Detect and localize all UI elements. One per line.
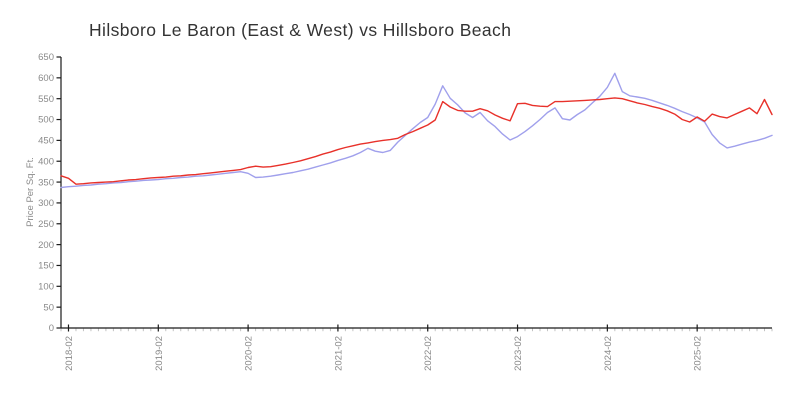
x-tick-label: 2020-02	[244, 336, 255, 371]
series-line-hilsboro-le-baron-east-west	[60, 97, 773, 185]
axis-labels: Price Per Sq. Ft.	[25, 157, 36, 227]
y-tick-label: 200	[38, 240, 54, 251]
x-axis-ticks: 2018-02 2019-02 2020-02 2021-02 2022-02 2023-…	[64, 324, 704, 371]
x-tick-label: 2024-02	[603, 336, 614, 371]
y-tick-label: 50	[43, 302, 54, 313]
y-tick-label: 100	[38, 282, 54, 293]
x-tick-label: 2025-02	[693, 336, 704, 371]
series-line-hillsboro-beach	[60, 72, 773, 189]
x-axis-minor-ticks	[60, 328, 773, 332]
y-tick-label: 400	[38, 156, 54, 167]
x-tick-label: 2018-02	[64, 336, 75, 371]
y-tick-label: 250	[38, 219, 54, 230]
y-tick-label: 550	[38, 94, 54, 105]
x-tick-label: 2019-02	[154, 336, 165, 371]
x-tick-label: 2021-02	[333, 336, 344, 371]
y-axis-ticks: 0 50 100 150 200 250 300 350 400 450 500 550 600 650	[38, 52, 61, 334]
y-tick-label: 0	[49, 323, 54, 334]
y-tick-label: 300	[38, 198, 54, 209]
y-tick-label: 500	[38, 115, 54, 126]
y-tick-label: 650	[38, 52, 54, 63]
y-tick-label: 450	[38, 136, 54, 147]
y-tick-label: 600	[38, 73, 54, 84]
x-tick-label: 2022-02	[423, 336, 434, 371]
series-lines	[60, 72, 773, 189]
axes	[60, 57, 772, 329]
y-axis-title: Price Per Sq. Ft.	[25, 157, 36, 227]
y-tick-label: 350	[38, 177, 54, 188]
chart-title: Hilsboro Le Baron (East & West) vs Hills…	[89, 20, 512, 40]
y-tick-label: 150	[38, 261, 54, 272]
x-tick-label: 2023-02	[513, 336, 524, 371]
